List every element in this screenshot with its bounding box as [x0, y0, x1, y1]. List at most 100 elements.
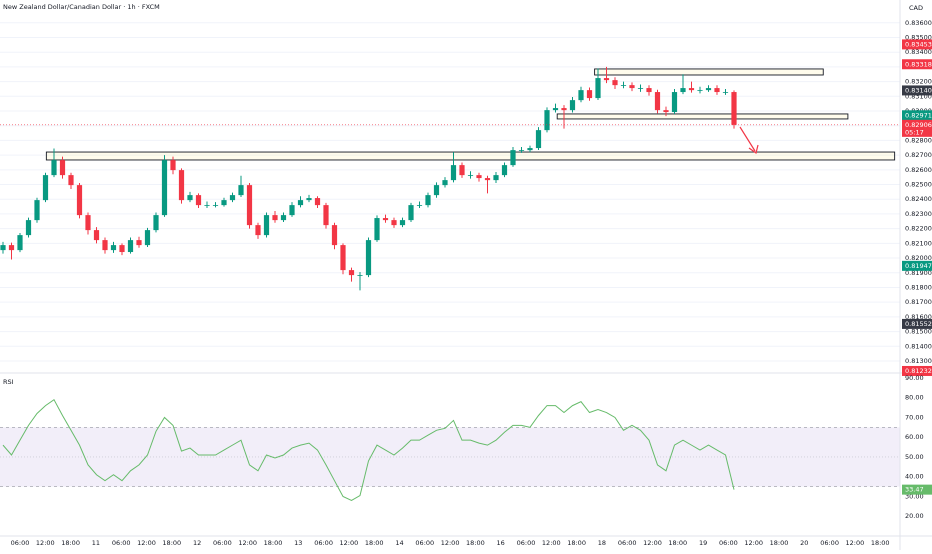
candle-body [425, 195, 431, 206]
price-badge-label: 0.81552 [905, 320, 932, 328]
y-tick-label: 0.81900 [905, 269, 932, 277]
y-tick-label: 0.81400 [905, 342, 932, 350]
y-tick-label: 0.83200 [905, 78, 932, 86]
y-tick-label: 0.83500 [905, 33, 932, 41]
x-tick-label: 06:00 [517, 539, 536, 547]
arrow-shaft [739, 126, 756, 152]
candle-body [127, 240, 134, 253]
candle-body [246, 185, 253, 226]
candle-body [221, 200, 227, 206]
candle-body [59, 160, 66, 176]
candle-body [493, 175, 499, 181]
y-tick-label: 40.00 [905, 473, 924, 481]
candle-body [544, 110, 550, 131]
y-tick-label: 50.00 [905, 453, 924, 461]
x-tick-label: 06:00 [820, 539, 839, 547]
price-badge [902, 39, 932, 50]
candle-body [663, 110, 669, 113]
candle-body [654, 92, 661, 111]
candle-body [340, 245, 346, 271]
candle-body [297, 200, 304, 206]
candle-body [170, 160, 176, 171]
price-badge [902, 119, 932, 137]
y-tick-label: 0.82300 [905, 210, 932, 218]
x-tick-label: 06:00 [11, 539, 30, 547]
x-tick-label: 12:00 [846, 539, 865, 547]
rsi-title: RSI [3, 378, 14, 386]
candle-body [501, 165, 508, 176]
x-tick-label: 12:00 [441, 539, 460, 547]
candle-body [595, 78, 601, 99]
price-badge-label: 0.82971 [905, 111, 932, 119]
x-tick-label: 12:00 [36, 539, 55, 547]
y-tick-label: 0.81500 [905, 328, 932, 336]
candle-body [161, 160, 168, 216]
y-tick-label: 0.82000 [905, 254, 932, 262]
candle-body [289, 205, 295, 216]
candle-body [569, 100, 576, 111]
y-tick-label: 0.82700 [905, 151, 932, 159]
candle-body [637, 88, 644, 89]
candle-body [552, 108, 559, 111]
y-tick-label: 0.82600 [905, 166, 932, 174]
candle-body [476, 175, 482, 179]
x-tick-label: 18:00 [668, 539, 687, 547]
price-badge [902, 260, 932, 271]
candle-body [204, 205, 210, 206]
x-tick-label: 06:00 [213, 539, 232, 547]
candle-body [348, 270, 355, 276]
price-badge [902, 85, 932, 96]
y-tick-label: 0.81600 [905, 313, 932, 321]
candle-body [467, 175, 474, 176]
label-layer: New Zealand Dollar/Canadian Dollar · 1h … [3, 3, 932, 547]
x-tick-label: 18:00 [61, 539, 80, 547]
x-tick-label: 18:00 [770, 539, 789, 547]
x-tick-label: 06:00 [415, 539, 434, 547]
y-tick-label: 20.00 [905, 512, 924, 520]
candle-body [85, 215, 91, 231]
candle-body [391, 220, 397, 226]
candle-body [76, 185, 83, 216]
candle-body [314, 198, 321, 206]
price-badge [902, 110, 932, 121]
rsi-line [2, 398, 735, 502]
x-tick-label: 13 [294, 539, 302, 547]
candle-body [442, 180, 448, 186]
mark-layer [0, 66, 900, 502]
candle-body [357, 275, 363, 276]
candle-body [561, 108, 567, 111]
rsi-badge [902, 484, 932, 495]
candle-body [671, 92, 678, 113]
y-tick-label: 0.83600 [905, 19, 932, 27]
y-tick-label: 0.81700 [905, 298, 932, 306]
candle-body [399, 220, 406, 226]
candle-body [629, 85, 635, 89]
price-badge [902, 365, 932, 376]
candle-body [280, 215, 287, 221]
candle-body [153, 215, 159, 231]
candle-body [178, 170, 185, 201]
x-tick-label: 18:00 [567, 539, 586, 547]
arrow-head [748, 144, 759, 155]
candle-body [382, 218, 389, 221]
candle-body [306, 198, 312, 201]
candle-body [110, 245, 117, 251]
x-tick-label: 20 [800, 539, 808, 547]
price-badge-label: 0.81947 [905, 262, 932, 270]
y-tick-label: 0.82800 [905, 136, 932, 144]
x-tick-label: 06:00 [618, 539, 637, 547]
x-tick-label: 14 [395, 539, 403, 547]
x-tick-label: 12 [193, 539, 201, 547]
candle-body [697, 90, 703, 91]
y-tick-label: 90.00 [905, 374, 924, 382]
x-tick-label: 18:00 [871, 539, 890, 547]
chart-title: New Zealand Dollar/Canadian Dollar · 1h … [3, 3, 160, 11]
candle-body [119, 245, 125, 253]
x-tick-label: 12:00 [643, 539, 662, 547]
price-badge [902, 318, 932, 329]
price-badge-label: 0.83453 [905, 40, 932, 48]
x-tick-label: 11 [92, 539, 100, 547]
candle-body [25, 220, 32, 236]
candle-body [680, 88, 686, 93]
